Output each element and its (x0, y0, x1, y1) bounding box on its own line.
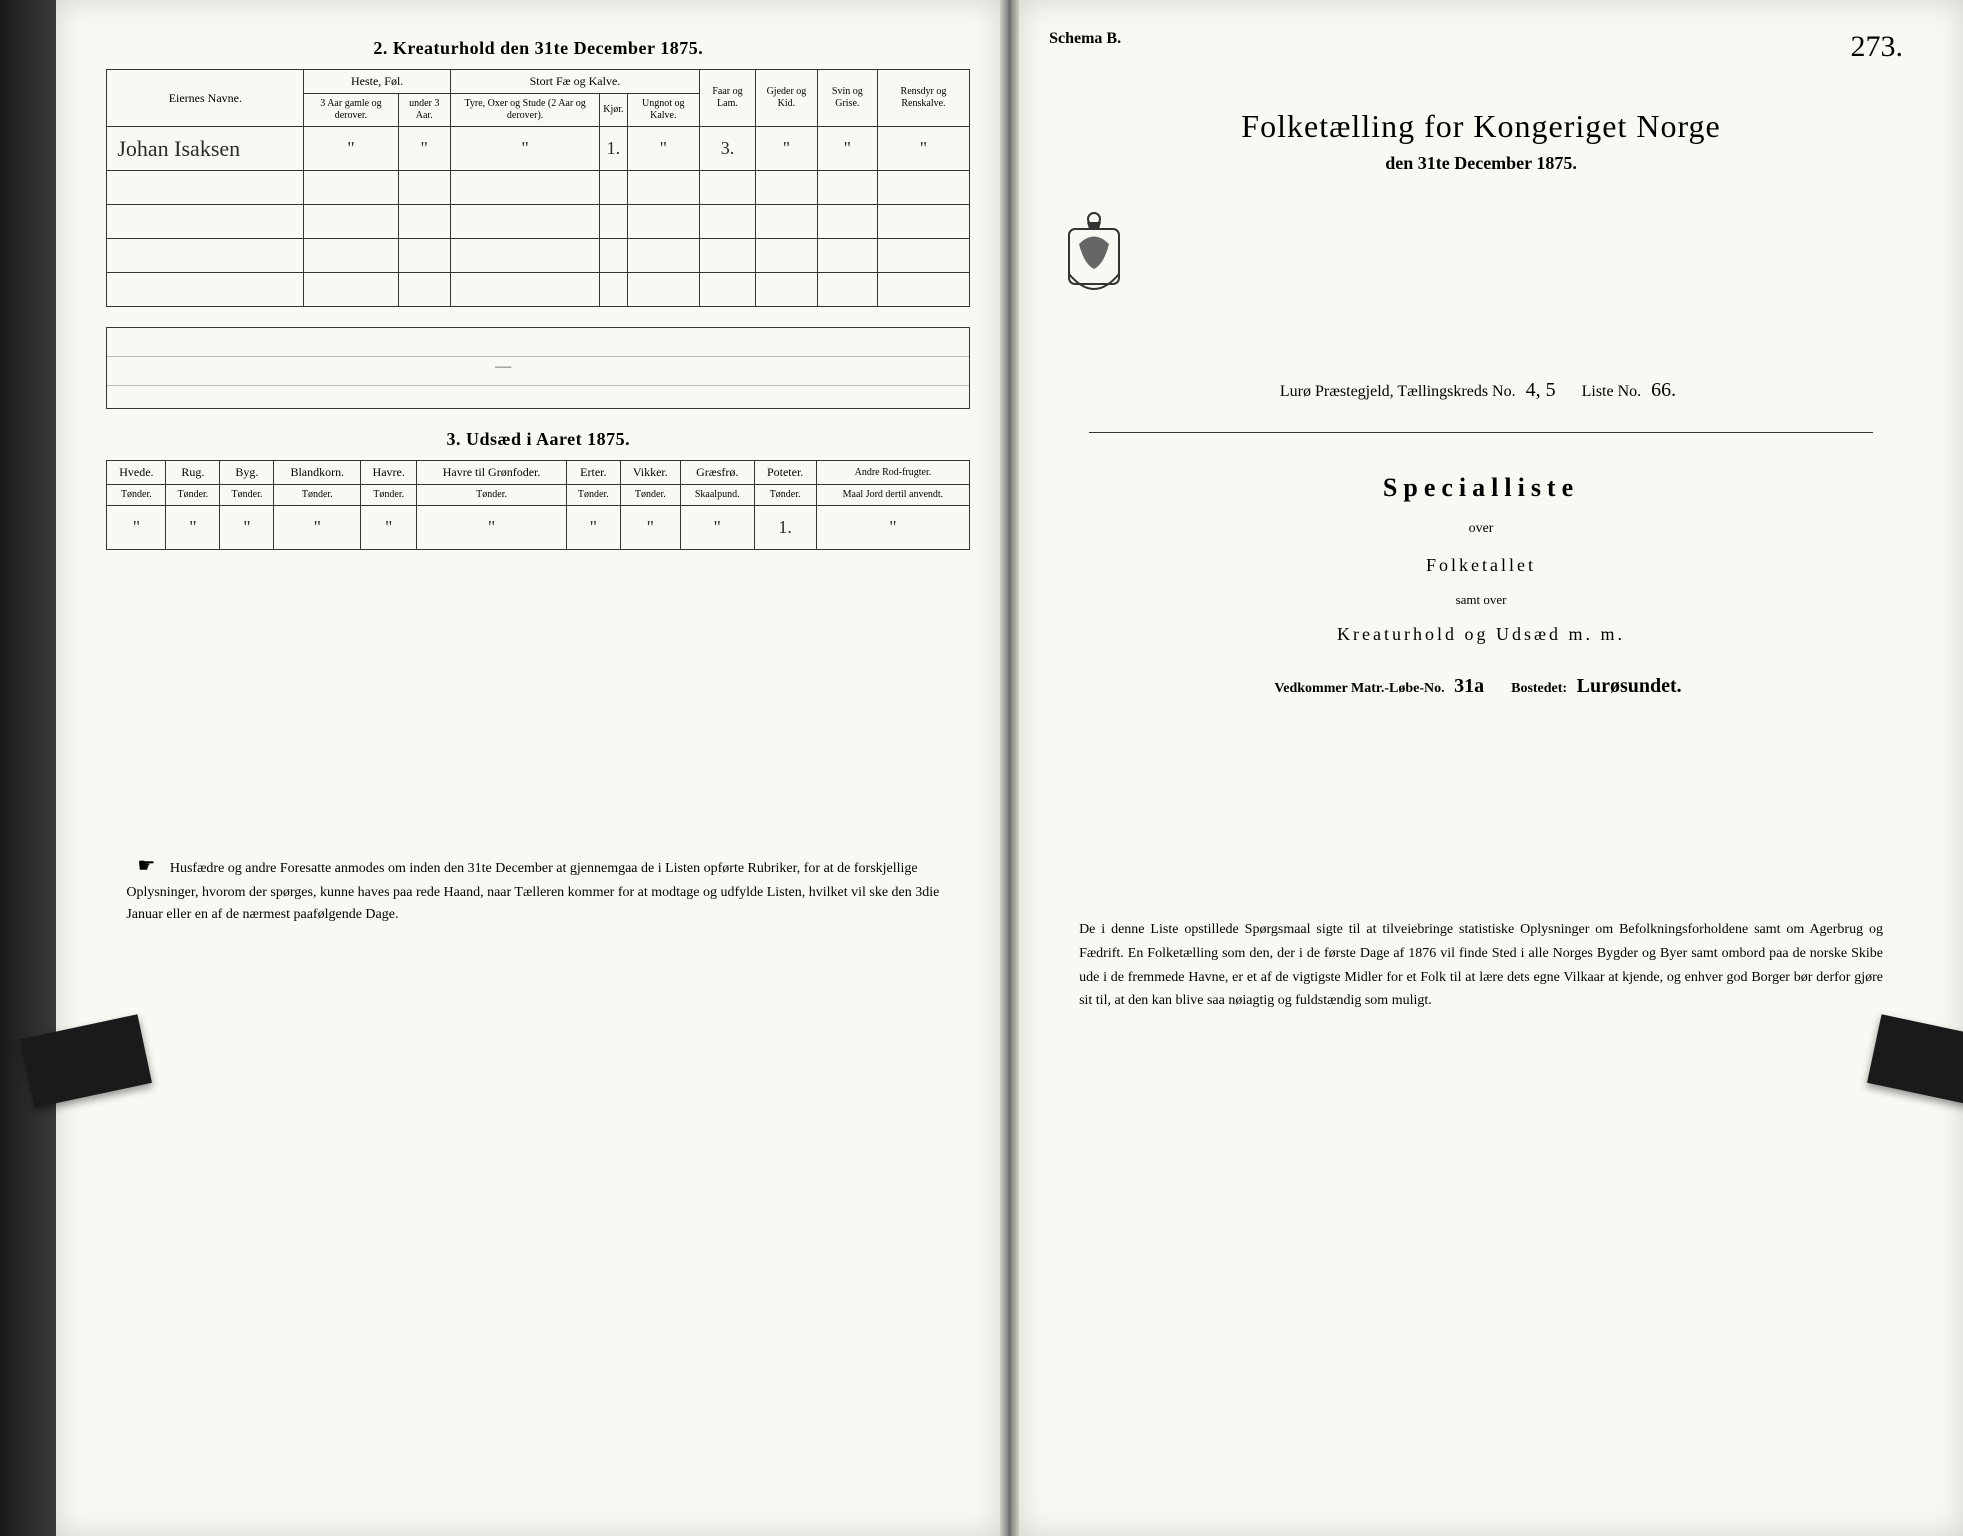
matr-no: 31a (1448, 675, 1490, 697)
h-andre: Andre Rod-frugter. (816, 461, 970, 485)
census-subtitle: den 31te December 1875. (1049, 153, 1913, 174)
c-graesfro: " (680, 506, 754, 550)
book-edge (0, 0, 56, 1536)
right-body-text: De i denne Liste opstillede Spørgsmaal s… (1049, 918, 1913, 1013)
vedkommer-line: Vedkommer Matr.-Løbe-No. 31a Bostedet: L… (1049, 675, 1913, 698)
c-rug: " (166, 506, 220, 550)
book-spread: 2. Kreaturhold den 31te December 1875. E… (0, 0, 1963, 1536)
u-andre: Maal Jord dertil anvendt. (816, 485, 970, 506)
cell-svin: " (817, 127, 877, 171)
kreds-no: 4, 5 (1520, 379, 1562, 401)
liste-no: 66. (1645, 379, 1682, 401)
table3-data-row: " " " " " " " " " 1. " (107, 506, 970, 550)
h-rug: Rug. (166, 461, 220, 485)
col-fae-tyre: Tyre, Oxer og Stude (2 Aar og derover). (450, 94, 599, 127)
h-erter: Erter. (566, 461, 620, 485)
left-footnote: ☛ Husfædre og andre Foresatte anmodes om… (106, 850, 970, 927)
h-havre: Havre. (361, 461, 417, 485)
col-fae: Stort Fæ og Kalve. (450, 70, 699, 94)
schema-label: Schema B. (1049, 30, 1913, 48)
col-eiernes-navne: Eiernes Navne. (107, 70, 304, 127)
c-blandkorn: " (274, 506, 361, 550)
scribble-mark: — (495, 358, 511, 376)
u-havre: Tønder. (361, 485, 417, 506)
col-heste: Heste, Føl. (304, 70, 451, 94)
parish-prefix: Lurø Præstegjeld, Tællingskreds No. (1280, 383, 1516, 400)
cell-faar: 3. (700, 127, 756, 171)
c-poteter: 1. (754, 506, 816, 550)
samt-label: samt over (1049, 592, 1913, 608)
c-byg: " (220, 506, 274, 550)
cell-fae-tyre: " (450, 127, 599, 171)
h-graesfro: Græsfrø. (680, 461, 754, 485)
col-rensdyr: Rensdyr og Renskalve. (877, 70, 970, 127)
udsaed-table: Hvede. Rug. Byg. Blandkorn. Havre. Havre… (106, 460, 970, 550)
book-binding (1000, 0, 1019, 1536)
parish-line: Lurø Præstegjeld, Tællingskreds No. 4, 5… (1049, 379, 1913, 402)
cell-gjeder: " (755, 127, 817, 171)
u-hvede: Tønder. (107, 485, 166, 506)
section2-title: 2. Kreaturhold den 31te December 1875. (106, 38, 970, 59)
left-page: 2. Kreaturhold den 31te December 1875. E… (56, 0, 1000, 1536)
h-vikker: Vikker. (620, 461, 680, 485)
h-byg: Byg. (220, 461, 274, 485)
owner-name: Johan Isaksen (107, 127, 304, 171)
folketallet-label: Folketallet (1049, 555, 1913, 576)
col-heste-u3: under 3 Aar. (398, 94, 450, 127)
col-heste-3plus: 3 Aar gamle og derover. (304, 94, 398, 127)
divider (1089, 432, 1873, 433)
h-hvede: Hvede. (107, 461, 166, 485)
section3-title: 3. Udsæd i Aaret 1875. (106, 429, 970, 450)
u-poteter: Tønder. (754, 485, 816, 506)
c-havre: " (361, 506, 417, 550)
c-havre-gron: " (417, 506, 567, 550)
liste-label: Liste No. (1582, 383, 1642, 400)
blank-ruled-area: — (106, 327, 970, 409)
u-vikker: Tønder. (620, 485, 680, 506)
col-gjeder: Gjeder og Kid. (755, 70, 817, 127)
table3-header-row: Hvede. Rug. Byg. Blandkorn. Havre. Havre… (107, 461, 970, 485)
h-blandkorn: Blandkorn. (274, 461, 361, 485)
col-svin: Svin og Grise. (817, 70, 877, 127)
right-page: 273. Schema B. Folketælling for Kongerig… (1019, 0, 1963, 1536)
footnote-text: Husfædre og andre Foresatte anmodes om i… (126, 861, 939, 922)
u-havre-gron: Tønder. (417, 485, 567, 506)
page-number: 273. (1851, 30, 1904, 64)
specialliste-heading: Specialliste (1049, 473, 1913, 503)
pointing-hand-icon: ☛ (126, 850, 166, 882)
cell-heste-3plus: " (304, 127, 398, 171)
cell-fae-ung: " (627, 127, 699, 171)
kreaturhold-label: Kreaturhold og Udsæd m. m. (1049, 624, 1913, 645)
c-vikker: " (620, 506, 680, 550)
cell-fae-kjor: 1. (600, 127, 627, 171)
c-hvede: " (107, 506, 166, 550)
col-fae-ung: Ungnot og Kalve. (627, 94, 699, 127)
over-label: over (1049, 521, 1913, 537)
cell-rensdyr: " (877, 127, 970, 171)
bosted-label: Bostedet: (1511, 681, 1567, 696)
col-fae-kjor: Kjør. (600, 94, 627, 127)
c-erter: " (566, 506, 620, 550)
h-poteter: Poteter. (754, 461, 816, 485)
vedk-label: Vedkommer Matr.-Løbe-No. (1274, 681, 1444, 696)
u-rug: Tønder. (166, 485, 220, 506)
table3-unit-row: Tønder. Tønder. Tønder. Tønder. Tønder. … (107, 485, 970, 506)
cell-heste-u3: " (398, 127, 450, 171)
u-byg: Tønder. (220, 485, 274, 506)
u-graesfro: Skaalpund. (680, 485, 754, 506)
kreaturhold-table: Eiernes Navne. Heste, Føl. Stort Fæ og K… (106, 69, 970, 307)
col-faar: Faar og Lam. (700, 70, 756, 127)
u-blandkorn: Tønder. (274, 485, 361, 506)
c-andre: " (816, 506, 970, 550)
coat-of-arms-icon (1049, 204, 1139, 314)
page-clip-right (1867, 1014, 1963, 1107)
u-erter: Tønder. (566, 485, 620, 506)
h-havre-gron: Havre til Grønfoder. (417, 461, 567, 485)
bosted-value: Lurøsundet. (1571, 675, 1688, 697)
census-title: Folketælling for Kongeriget Norge (1049, 108, 1913, 145)
